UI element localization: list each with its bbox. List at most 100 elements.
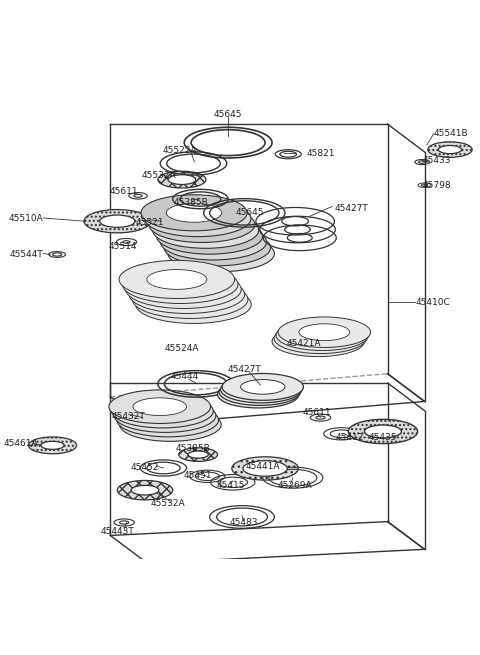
Ellipse shape [164,230,270,266]
Ellipse shape [239,382,283,397]
Text: 45532A: 45532A [151,498,185,508]
Ellipse shape [174,215,229,234]
Ellipse shape [276,320,369,350]
Text: 45421A: 45421A [286,339,321,348]
Ellipse shape [428,142,472,157]
Ellipse shape [117,403,218,437]
Ellipse shape [278,317,371,347]
Text: 45544T: 45544T [10,250,43,259]
Ellipse shape [41,441,64,449]
Ellipse shape [232,457,299,480]
Ellipse shape [147,269,207,290]
Ellipse shape [150,274,210,294]
Ellipse shape [236,387,280,402]
Text: 45385B: 45385B [174,198,208,207]
Ellipse shape [178,221,233,240]
Ellipse shape [188,451,208,458]
Ellipse shape [136,402,189,420]
Text: 45483: 45483 [229,518,258,527]
Text: 45432T: 45432T [112,412,145,421]
Ellipse shape [136,286,251,324]
Text: 45461A: 45461A [4,439,39,447]
Ellipse shape [160,290,220,309]
Text: 45611: 45611 [303,408,332,417]
Ellipse shape [193,244,249,263]
Ellipse shape [219,379,300,405]
Text: 45510A: 45510A [9,214,43,223]
Ellipse shape [122,265,238,303]
Text: 45645: 45645 [214,111,242,119]
Ellipse shape [100,215,135,227]
Text: 45522A: 45522A [162,146,197,155]
Ellipse shape [133,398,187,415]
Ellipse shape [154,280,214,299]
Ellipse shape [243,460,288,476]
Ellipse shape [84,210,151,233]
Ellipse shape [141,195,247,231]
Ellipse shape [141,411,194,429]
Ellipse shape [156,218,263,254]
Ellipse shape [144,416,197,434]
Ellipse shape [299,324,350,341]
Ellipse shape [111,394,213,428]
Text: 45441A: 45441A [246,462,280,471]
Ellipse shape [145,200,251,236]
Ellipse shape [190,238,245,257]
Ellipse shape [132,280,248,318]
Ellipse shape [238,384,282,400]
Ellipse shape [240,379,285,394]
Ellipse shape [274,323,367,354]
Ellipse shape [126,271,241,309]
Ellipse shape [109,390,211,424]
Ellipse shape [272,326,364,356]
Ellipse shape [186,233,241,252]
Ellipse shape [222,373,303,400]
Text: 45427T: 45427T [335,204,368,213]
Text: 45433: 45433 [422,156,451,164]
Text: 45524A: 45524A [165,344,199,353]
Text: 45821: 45821 [307,149,335,158]
Text: 45645: 45645 [236,208,264,217]
Ellipse shape [117,481,173,500]
Ellipse shape [138,407,192,424]
Ellipse shape [168,175,196,185]
Ellipse shape [131,485,159,495]
Ellipse shape [295,330,346,346]
Ellipse shape [157,284,217,305]
Text: 45443T: 45443T [100,527,134,536]
Ellipse shape [297,327,348,344]
Text: 45435: 45435 [369,433,397,442]
Ellipse shape [129,275,245,314]
Text: 45444: 45444 [170,373,198,381]
Ellipse shape [348,419,418,443]
Ellipse shape [293,333,344,350]
Ellipse shape [364,425,401,438]
Ellipse shape [168,236,275,272]
Ellipse shape [221,376,302,403]
Ellipse shape [217,381,299,408]
Ellipse shape [170,209,226,228]
Text: 45541B: 45541B [434,129,468,138]
Text: 45521: 45521 [135,217,164,227]
Text: 45412: 45412 [336,433,364,442]
Text: 45452: 45452 [131,462,159,472]
Text: 45798: 45798 [422,181,451,190]
Text: 45410C: 45410C [415,297,450,307]
Ellipse shape [149,206,255,242]
Text: 45415: 45415 [216,481,245,490]
Ellipse shape [28,437,77,454]
Ellipse shape [164,295,224,314]
Text: 45611: 45611 [110,187,139,196]
Ellipse shape [119,261,235,299]
Ellipse shape [182,227,237,246]
Ellipse shape [158,171,206,188]
Ellipse shape [114,399,216,432]
Text: 45451: 45451 [184,471,212,480]
Text: 45385B: 45385B [175,444,210,453]
Text: 45427T: 45427T [228,365,261,373]
Ellipse shape [160,224,266,260]
Ellipse shape [120,408,221,441]
Text: 45514: 45514 [109,242,137,251]
Text: 45269A: 45269A [278,481,312,490]
Ellipse shape [438,145,461,154]
